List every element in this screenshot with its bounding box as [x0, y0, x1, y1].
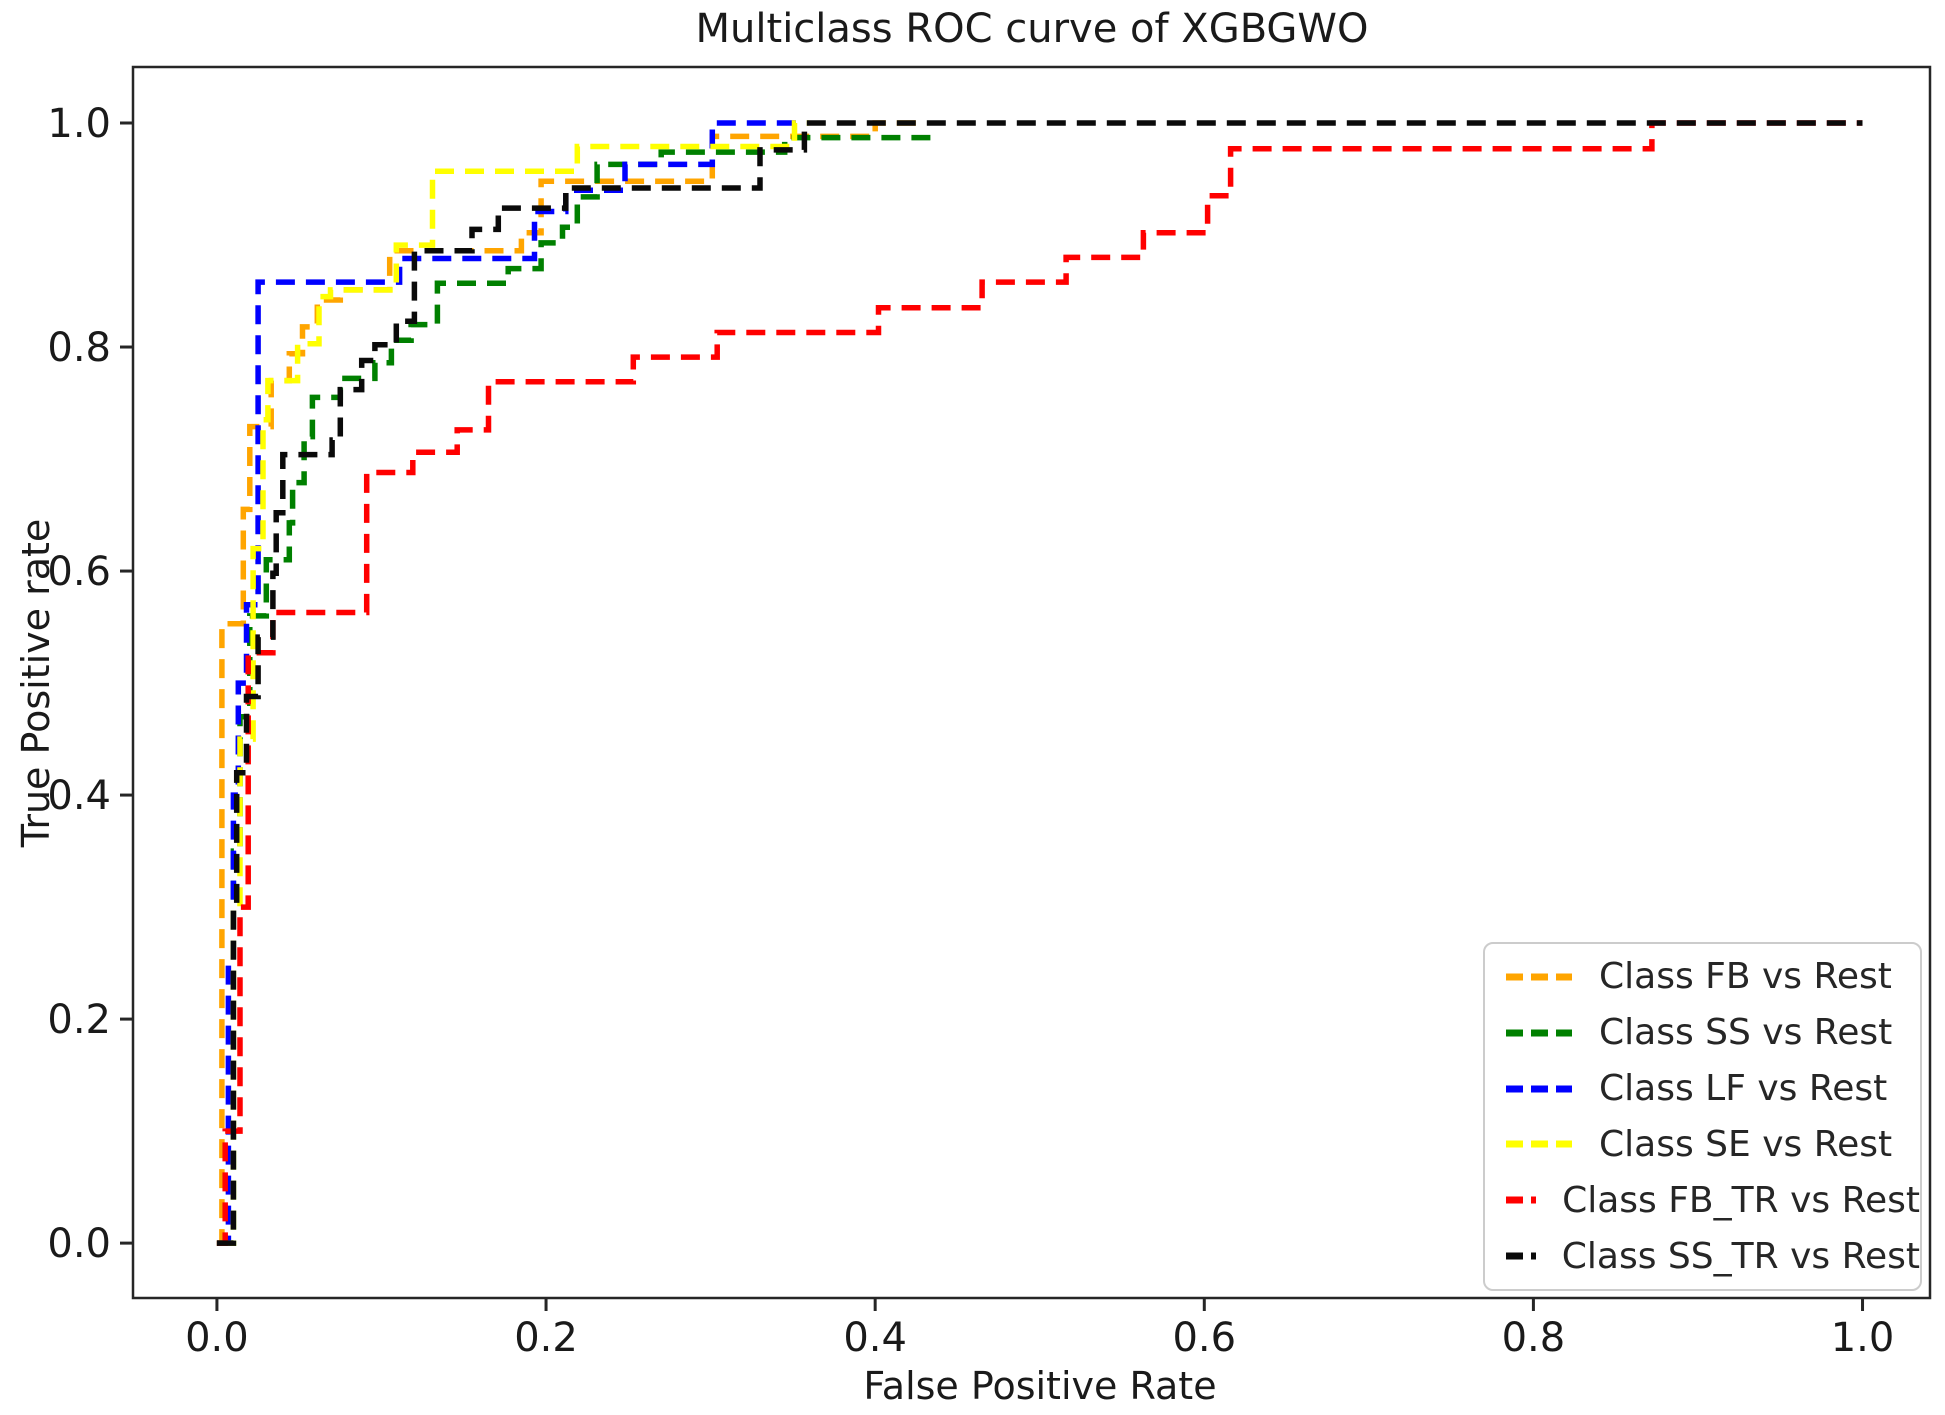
y-axis-tick-label: 0.4 [47, 773, 111, 819]
legend-item-class-lf-vs-rest: Class LF vs Rest [1505, 1062, 1920, 1116]
legend-box: Class FB vs Rest Class SS vs Rest Class LF… [1483, 942, 1922, 1291]
legend-line-sample [1506, 1029, 1572, 1037]
x-axis-label: False Positive Rate [863, 1364, 1217, 1408]
y-axis-tick-label: 1.0 [47, 101, 111, 147]
y-axis-tick-label: 0.8 [47, 325, 111, 371]
plot-border [131, 65, 1932, 1300]
legend-item-label: Class SE vs Rest [1599, 1123, 1893, 1165]
legend-item-label: Class SS_TR vs Rest [1561, 1235, 1920, 1277]
roc-curve-class-ss-vs-rest [216, 134, 940, 1246]
legend-item-label: Class FB_TR vs Rest [1562, 1179, 1920, 1221]
legend-item-class-fb-tr-vs-rest: Class FB_TR vs Rest [1505, 1173, 1920, 1227]
y-axis-tick-label: 0.6 [47, 549, 111, 595]
legend-item-class-fb-vs-rest: Class FB vs Rest [1505, 950, 1920, 1004]
legend-item-class-se-vs-rest: Class SE vs Rest [1505, 1117, 1920, 1171]
roc-curve-class-lf-vs-rest [216, 120, 802, 1246]
legend-item-label: Class SS vs Rest [1599, 1012, 1893, 1054]
y-axis-label: True Positive rate [14, 518, 58, 848]
x-axis-tick-label: 0.0 [185, 1315, 249, 1361]
x-axis-tick-label: 0.8 [1502, 1315, 1566, 1361]
chart-title: Multiclass ROC curve of XGBGWO [695, 6, 1369, 52]
legend-item-label: Class FB vs Rest [1599, 956, 1892, 998]
legend-line-sample [1506, 973, 1572, 981]
legend-line-sample [1506, 1196, 1537, 1204]
legend-line-sample [1506, 1085, 1572, 1093]
y-axis-tick-label: 0.2 [47, 997, 111, 1043]
roc-curve-class-se-vs-rest [216, 120, 810, 1246]
legend-item-class-ss-tr-vs-rest: Class SS_TR vs Rest [1505, 1229, 1920, 1283]
x-axis-tick-label: 0.6 [1172, 1315, 1236, 1361]
legend-item-class-ss-vs-rest: Class SS vs Rest [1505, 1006, 1920, 1060]
y-axis-tick-label: 0.0 [47, 1221, 111, 1267]
x-axis-tick-label: 1.0 [1831, 1315, 1895, 1361]
roc-curve-class-fb-vs-rest [216, 120, 917, 1246]
roc-curve-class-ss-tr-vs-rest [216, 120, 1863, 1246]
x-axis-tick-label: 0.2 [514, 1315, 578, 1361]
legend-item-label: Class LF vs Rest [1599, 1068, 1888, 1110]
legend-line-sample [1506, 1252, 1536, 1260]
x-axis-tick-label: 0.4 [843, 1315, 907, 1361]
legend-line-sample [1506, 1140, 1572, 1148]
